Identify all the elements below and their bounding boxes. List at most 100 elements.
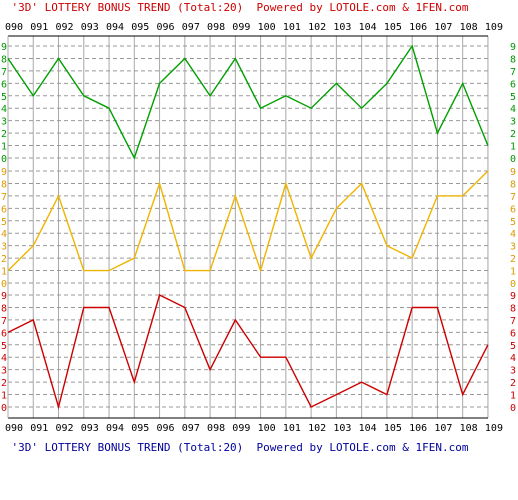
digit-label-right: 3: [510, 242, 516, 253]
x-tick-label-top: 100: [258, 22, 276, 33]
digit-label-left: 5: [1, 341, 7, 352]
digit-label-right: 8: [510, 179, 516, 190]
digit-label-right: 9: [510, 42, 516, 53]
x-tick-label-top: 102: [308, 22, 326, 33]
x-tick-label-top: 094: [106, 22, 124, 33]
digit-label-left: 7: [1, 192, 7, 203]
digit-label-right: 2: [510, 129, 516, 140]
digit-label-left: 1: [1, 267, 7, 278]
x-tick-label-top: 095: [131, 22, 149, 33]
x-tick-label-bottom: 104: [359, 423, 377, 434]
x-tick-label-bottom: 109: [485, 423, 503, 434]
digit-label-left: 2: [1, 129, 7, 140]
digit-label-right: 1: [510, 391, 516, 402]
series-line-2: [7, 170, 489, 273]
chart-title-top: '3D' LOTTERY BONUS TREND (Total:20) Powe…: [12, 1, 469, 14]
x-tick-label-top: 090: [5, 22, 23, 33]
digit-label-right: 3: [510, 117, 516, 128]
series-lines: [7, 44, 489, 410]
x-tick-label-bottom: 094: [106, 423, 124, 434]
x-tick-label-bottom: 108: [460, 423, 478, 434]
x-tick-label-top: 105: [384, 22, 402, 33]
digit-label-left: 6: [1, 79, 7, 90]
digit-label-right: 9: [510, 291, 516, 302]
series-line-3: [7, 294, 489, 410]
x-tick-label-bottom: 097: [182, 423, 200, 434]
series-line-1: [7, 44, 489, 160]
x-tick-label-bottom: 092: [55, 423, 73, 434]
x-tick-label-top: 101: [283, 22, 301, 33]
digit-label-right: 5: [510, 341, 516, 352]
digit-label-right: 2: [510, 378, 516, 389]
x-tick-label-bottom: 101: [283, 423, 301, 434]
digit-label-left: 7: [1, 316, 7, 327]
digit-label-left: 4: [1, 104, 7, 115]
x-tick-label-top: 098: [207, 22, 225, 33]
x-tick-label-top: 104: [359, 22, 377, 33]
x-tick-label-top: 096: [157, 22, 175, 33]
x-tick-label-bottom: 098: [207, 423, 225, 434]
digit-label-right: 6: [510, 79, 516, 90]
x-tick-label-top: 108: [460, 22, 478, 33]
digit-label-right: 9: [510, 167, 516, 178]
digit-label-right: 4: [510, 229, 516, 240]
x-tick-label-bottom: 099: [232, 423, 250, 434]
digit-label-left: 2: [1, 254, 7, 265]
x-tick-label-bottom: 096: [157, 423, 175, 434]
digit-label-left: 6: [1, 328, 7, 339]
x-axis-top-tick-labels: 090 091 092 093 094 095 096 097 098 099 100 101 102 1…: [5, 22, 503, 33]
x-tick-label-bottom: 107: [434, 423, 452, 434]
digit-label-left: 6: [1, 204, 7, 215]
x-tick-label-bottom: 095: [131, 423, 149, 434]
x-tick-label-bottom: 093: [81, 423, 99, 434]
digit-label-left: 0: [1, 279, 7, 290]
plot-frame: [7, 35, 488, 419]
x-tick-label-bottom: 105: [384, 423, 402, 434]
digit-label-right: 1: [510, 142, 516, 153]
chart-title-bottom: '3D' LOTTERY BONUS TREND (Total:20) Powe…: [12, 441, 469, 454]
digit-label-right: 5: [510, 92, 516, 103]
digit-label-left: 7: [1, 67, 7, 78]
digit-label-right: 0: [510, 403, 516, 414]
digit-label-right: 0: [510, 154, 516, 165]
x-tick-label-top: 109: [485, 22, 503, 33]
digit-label-right: 2: [510, 254, 516, 265]
digit-label-left: 8: [1, 54, 7, 65]
digit-label-left: 9: [1, 167, 7, 178]
x-tick-label-bottom: 103: [333, 423, 351, 434]
x-tick-label-top: 091: [30, 22, 48, 33]
digit-label-right: 0: [510, 279, 516, 290]
x-tick-label-top: 099: [232, 22, 250, 33]
digit-label-left: 1: [1, 142, 7, 153]
digit-label-right: 8: [510, 303, 516, 314]
digit-label-left: 0: [1, 403, 7, 414]
digit-label-right: 6: [510, 204, 516, 215]
x-tick-label-bottom: 091: [30, 423, 48, 434]
digit-label-left: 3: [1, 117, 7, 128]
x-tick-label-top: 107: [434, 22, 452, 33]
x-tick-label-bottom: 106: [409, 423, 427, 434]
digit-label-right: 4: [510, 353, 516, 364]
digit-label-left: 3: [1, 242, 7, 253]
digit-label-right: 1: [510, 267, 516, 278]
digit-label-right: 7: [510, 316, 516, 327]
digit-axis-labels: 0 01 12 23 34 45 56 67 78 89 90 01 12 23 34 45 56 67 78 89 9…: [1, 42, 516, 414]
digit-label-right: 4: [510, 104, 516, 115]
x-tick-label-top: 093: [81, 22, 99, 33]
x-tick-label-top: 092: [55, 22, 73, 33]
digit-label-left: 1: [1, 391, 7, 402]
digit-label-left: 4: [1, 229, 7, 240]
digit-label-right: 3: [510, 366, 516, 377]
digit-label-right: 6: [510, 328, 516, 339]
x-tick-label-bottom: 090: [5, 423, 23, 434]
digit-label-left: 5: [1, 217, 7, 228]
x-axis-bottom-tick-labels: 090 091 092 093 094 095 096 097 098 099 100 101 102 1…: [5, 423, 503, 434]
x-tick-label-top: 106: [409, 22, 427, 33]
digit-label-right: 5: [510, 217, 516, 228]
digit-label-left: 9: [1, 42, 7, 53]
digit-label-left: 8: [1, 179, 7, 190]
x-tick-label-bottom: 100: [258, 423, 276, 434]
digit-label-left: 2: [1, 378, 7, 389]
x-tick-label-top: 097: [182, 22, 200, 33]
